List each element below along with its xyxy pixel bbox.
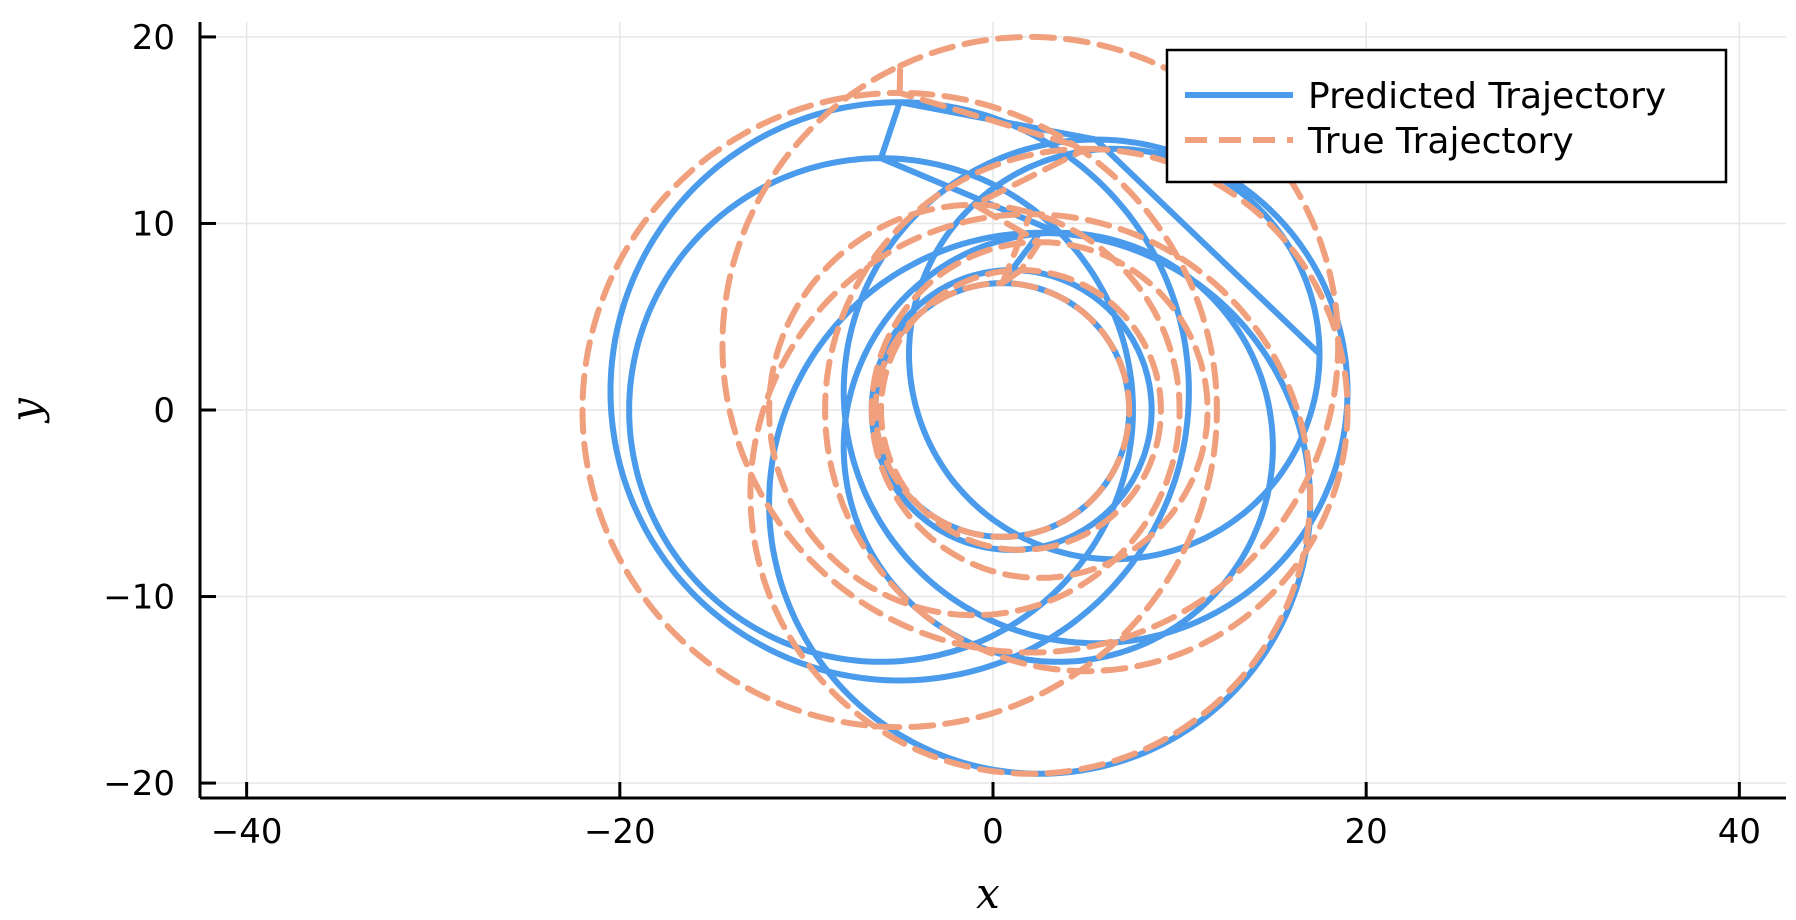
legend: Predicted Trajectory True Trajectory [1165,48,1728,184]
legend-label-predicted: Predicted Trajectory [1308,76,1666,117]
x-tick-label: 40 [1718,812,1761,852]
y-tick-label: −20 [103,764,175,804]
x-tick-label: −40 [211,812,283,852]
legend-box [1165,48,1728,184]
series-line-predicted-trajectory [607,99,1351,777]
y-tick-label: −10 [103,578,175,618]
x-tick-label: −20 [584,812,656,852]
y-axis-title: y [1,397,50,424]
ticks: −40 −20 0 20 40 −20 −10 0 10 20 [103,18,1761,852]
x-axis-title: x [976,869,1000,918]
y-tick-label: 20 [132,18,175,58]
series-line-true-trajectory [579,33,1351,777]
x-tick-label: 0 [982,812,1004,852]
x-tick-label: 20 [1345,812,1388,852]
y-tick-label: 0 [153,391,175,431]
series-layer [579,33,1351,777]
y-tick-label: 10 [132,204,175,244]
legend-label-true: True Trajectory [1307,121,1574,162]
